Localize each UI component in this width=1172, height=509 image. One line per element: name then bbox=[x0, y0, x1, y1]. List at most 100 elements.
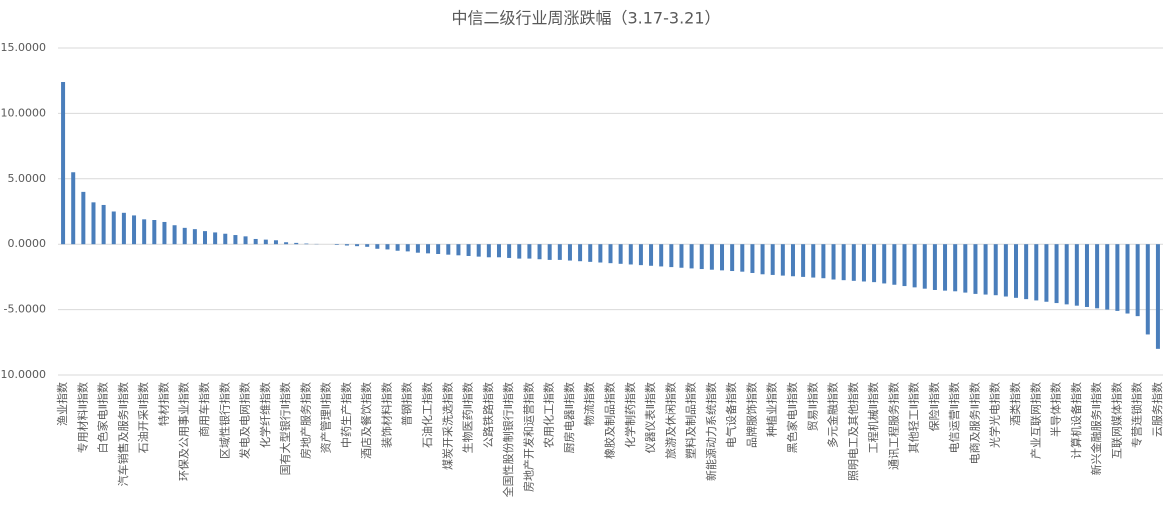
x-tick-label: 云服务指数 bbox=[1150, 382, 1164, 437]
x-tick-label: 环保及公用事业指数 bbox=[177, 382, 191, 481]
x-tick-label: 新能源动力系统指数 bbox=[704, 382, 718, 481]
bar bbox=[1014, 244, 1019, 298]
bar bbox=[740, 244, 745, 272]
bar bbox=[1034, 244, 1039, 301]
bar bbox=[669, 244, 674, 268]
bar bbox=[202, 231, 207, 245]
bar bbox=[1003, 244, 1008, 297]
x-tick-label: 普钢指数 bbox=[400, 382, 414, 426]
bar bbox=[638, 244, 643, 266]
x-tick-label: 种植业指数 bbox=[765, 382, 779, 437]
bar bbox=[983, 244, 988, 295]
bar bbox=[1115, 244, 1120, 311]
bar bbox=[284, 242, 289, 245]
x-tick-label: 特材指数 bbox=[156, 382, 170, 426]
bar bbox=[993, 244, 998, 296]
bar bbox=[943, 244, 948, 291]
bar bbox=[1095, 244, 1100, 309]
bar bbox=[831, 244, 836, 280]
bar bbox=[517, 244, 522, 259]
bar bbox=[679, 244, 684, 268]
y-tick-label: -5.0000 bbox=[4, 303, 46, 316]
bar bbox=[750, 244, 755, 273]
bar bbox=[111, 211, 116, 245]
x-tick-label: 石油开采Ⅱ指数 bbox=[136, 382, 150, 453]
x-tick-label: 农用化工指数 bbox=[542, 382, 556, 448]
bar bbox=[101, 204, 106, 245]
bar bbox=[527, 244, 532, 259]
bar bbox=[294, 242, 299, 245]
x-tick-label: 专用材料Ⅱ指数 bbox=[75, 382, 89, 453]
bar bbox=[699, 244, 704, 270]
bar bbox=[436, 244, 441, 255]
x-tick-label: 资产管理Ⅱ指数 bbox=[319, 382, 333, 453]
bar bbox=[760, 244, 765, 275]
x-tick-label: 产业互联网指数 bbox=[1028, 382, 1042, 459]
y-tick-label: 5.0000 bbox=[8, 172, 47, 185]
x-tick-label: 新兴金融服务Ⅱ指数 bbox=[1089, 382, 1103, 475]
x-tick-label: 专营连锁指数 bbox=[1130, 382, 1144, 448]
bar bbox=[1024, 244, 1029, 300]
bar bbox=[273, 240, 278, 245]
bar bbox=[192, 229, 197, 245]
bar bbox=[213, 232, 218, 245]
bar bbox=[1105, 244, 1110, 310]
bar bbox=[496, 244, 501, 258]
x-tick-label: 电商及服务Ⅱ指数 bbox=[967, 382, 981, 464]
x-tick-label: 区域性银行指数 bbox=[217, 382, 231, 459]
bar bbox=[1074, 244, 1079, 306]
bar bbox=[223, 233, 228, 245]
bar bbox=[821, 244, 826, 279]
bar bbox=[81, 191, 86, 245]
bar bbox=[649, 244, 654, 266]
bar bbox=[598, 244, 603, 263]
bar bbox=[811, 244, 816, 278]
bar bbox=[263, 239, 268, 245]
bar bbox=[486, 244, 491, 258]
bar bbox=[91, 202, 96, 245]
x-tick-label: 计算机设备指数 bbox=[1069, 382, 1083, 459]
bar bbox=[720, 244, 725, 271]
bar bbox=[304, 243, 309, 245]
bar bbox=[415, 244, 420, 253]
bar bbox=[121, 212, 126, 245]
x-tick-label: 全国性股份制银行Ⅱ指数 bbox=[501, 382, 515, 497]
x-tick-label: 电气设备指数 bbox=[724, 382, 738, 448]
x-tick-label: 化学制药指数 bbox=[623, 382, 637, 448]
x-tick-label: 仪器仪表Ⅱ指数 bbox=[643, 382, 657, 453]
x-tick-label: 酒类指数 bbox=[1008, 382, 1022, 426]
bar bbox=[902, 244, 907, 287]
bar bbox=[689, 244, 694, 269]
bar bbox=[709, 244, 714, 270]
x-tick-label: 房地产开发和运营指数 bbox=[521, 382, 535, 492]
bar bbox=[1145, 244, 1150, 335]
bar bbox=[507, 244, 512, 258]
bar bbox=[334, 244, 339, 245]
bar bbox=[841, 244, 846, 281]
x-tick-label: 电信运营Ⅱ指数 bbox=[947, 382, 961, 453]
bar bbox=[790, 244, 795, 277]
y-tick-label: 10.0000 bbox=[1, 106, 47, 119]
x-tick-label: 光学光电指数 bbox=[988, 382, 1002, 448]
bar bbox=[385, 244, 390, 250]
bar bbox=[1044, 244, 1049, 302]
x-tick-label: 物流指数 bbox=[582, 382, 596, 426]
x-tick-label: 橡胶及制品指数 bbox=[603, 382, 617, 459]
bar bbox=[355, 244, 360, 247]
x-tick-label: 工程机械Ⅱ指数 bbox=[866, 382, 880, 453]
x-tick-label: 渔业指数 bbox=[55, 382, 69, 426]
x-tick-label: 旅游及休闲指数 bbox=[663, 382, 677, 459]
x-tick-label: 品牌服饰指数 bbox=[744, 382, 758, 448]
bar bbox=[953, 244, 958, 292]
bar bbox=[162, 221, 167, 245]
bar bbox=[861, 244, 866, 282]
x-tick-label: 装饰材料指数 bbox=[379, 382, 393, 448]
bar bbox=[912, 244, 917, 288]
x-tick-label: 石油化工指数 bbox=[420, 382, 434, 448]
bar bbox=[922, 244, 927, 289]
bar bbox=[172, 225, 177, 245]
bar bbox=[466, 244, 471, 256]
bar bbox=[851, 244, 856, 281]
bar bbox=[405, 244, 410, 252]
